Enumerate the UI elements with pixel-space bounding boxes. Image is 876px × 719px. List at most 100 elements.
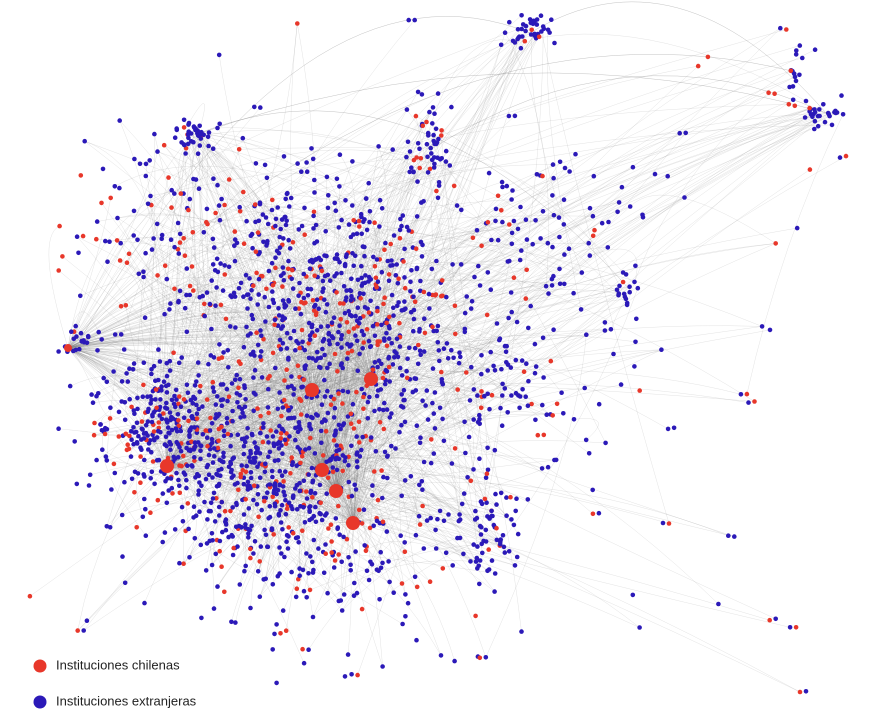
node — [411, 328, 416, 334]
node — [456, 360, 462, 366]
node — [330, 469, 336, 475]
node — [354, 338, 360, 344]
node — [584, 332, 589, 338]
node — [154, 435, 160, 440]
node — [462, 419, 467, 425]
node — [316, 306, 322, 312]
node — [286, 525, 292, 530]
node — [571, 417, 577, 422]
node — [165, 420, 170, 425]
node — [341, 301, 346, 306]
node — [590, 233, 596, 239]
node — [177, 490, 183, 496]
node — [352, 253, 358, 259]
node — [244, 292, 250, 298]
node — [213, 210, 218, 216]
node — [300, 567, 306, 573]
node — [452, 658, 457, 664]
node — [252, 104, 257, 110]
node — [219, 196, 224, 202]
node — [289, 455, 295, 460]
node — [459, 207, 464, 213]
node — [738, 392, 744, 397]
node — [382, 449, 388, 455]
node — [332, 351, 338, 357]
node — [810, 114, 815, 120]
node — [479, 353, 484, 358]
node — [504, 183, 510, 189]
node — [368, 559, 373, 565]
node — [389, 341, 395, 346]
node — [241, 294, 246, 300]
node — [225, 431, 231, 437]
node — [229, 381, 235, 386]
node — [320, 278, 326, 284]
node — [224, 420, 230, 426]
node — [332, 432, 338, 437]
node — [322, 297, 327, 303]
node — [232, 237, 238, 242]
node — [171, 454, 176, 460]
node — [112, 184, 118, 189]
node — [411, 316, 417, 322]
node — [221, 454, 226, 460]
node — [432, 141, 437, 147]
node — [441, 346, 447, 352]
node — [280, 451, 285, 457]
node — [254, 502, 260, 507]
node — [184, 292, 189, 298]
node — [147, 158, 152, 163]
node — [430, 105, 436, 110]
node — [205, 517, 210, 522]
node — [551, 212, 557, 218]
node — [534, 172, 540, 177]
node — [499, 208, 504, 213]
node — [204, 290, 210, 295]
node — [652, 171, 658, 177]
node — [523, 28, 528, 34]
node — [151, 236, 156, 241]
node — [300, 339, 305, 345]
node — [511, 522, 517, 528]
node — [524, 237, 530, 242]
node — [116, 434, 122, 439]
node — [538, 13, 544, 18]
node — [403, 614, 408, 619]
node — [351, 593, 357, 598]
node — [118, 332, 124, 337]
node — [310, 356, 315, 361]
node — [263, 576, 269, 582]
node — [488, 349, 494, 355]
node — [169, 187, 174, 193]
node — [524, 361, 529, 367]
node — [397, 320, 402, 326]
node — [367, 219, 372, 225]
node — [256, 276, 262, 282]
node — [608, 327, 614, 332]
node — [544, 412, 549, 418]
node — [324, 302, 330, 307]
node — [567, 169, 572, 174]
node — [493, 206, 499, 212]
node — [255, 342, 261, 348]
node — [291, 493, 296, 499]
node — [166, 430, 171, 436]
node — [339, 559, 345, 565]
node — [375, 322, 380, 327]
node — [220, 288, 226, 293]
node — [372, 220, 377, 225]
node — [280, 484, 286, 489]
node — [524, 267, 529, 273]
node — [469, 299, 475, 304]
node — [371, 523, 377, 529]
node — [341, 534, 346, 540]
node — [627, 284, 632, 290]
node — [511, 218, 517, 224]
node — [384, 369, 390, 374]
node — [465, 475, 470, 480]
node — [412, 17, 418, 23]
node — [356, 321, 362, 326]
node — [386, 364, 392, 370]
node — [209, 278, 214, 283]
node — [294, 507, 300, 512]
